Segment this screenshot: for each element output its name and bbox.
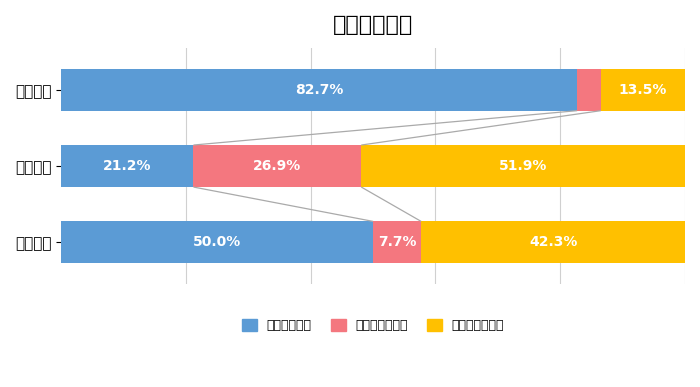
Text: 7.7%: 7.7%	[378, 235, 416, 249]
Bar	[193, 145, 361, 187]
Text: 21.2%: 21.2%	[103, 159, 152, 173]
Legend: オフィス出社, テレワーク勤務, ハイブリッド型: オフィス出社, テレワーク勤務, ハイブリッド型	[237, 314, 510, 337]
Bar	[577, 68, 601, 111]
Bar	[373, 221, 421, 264]
Text: 51.9%: 51.9%	[499, 159, 547, 173]
Bar	[361, 145, 685, 187]
Text: 13.5%: 13.5%	[619, 83, 667, 97]
Bar	[61, 221, 373, 264]
Text: 26.9%: 26.9%	[253, 159, 302, 173]
Bar	[421, 221, 685, 264]
Title: 働き方の変化: 働き方の変化	[333, 15, 413, 35]
Text: 82.7%: 82.7%	[295, 83, 343, 97]
Bar	[61, 68, 577, 111]
Text: 42.3%: 42.3%	[529, 235, 578, 249]
Bar	[61, 145, 193, 187]
Text: 50.0%: 50.0%	[193, 235, 242, 249]
Bar	[601, 68, 685, 111]
